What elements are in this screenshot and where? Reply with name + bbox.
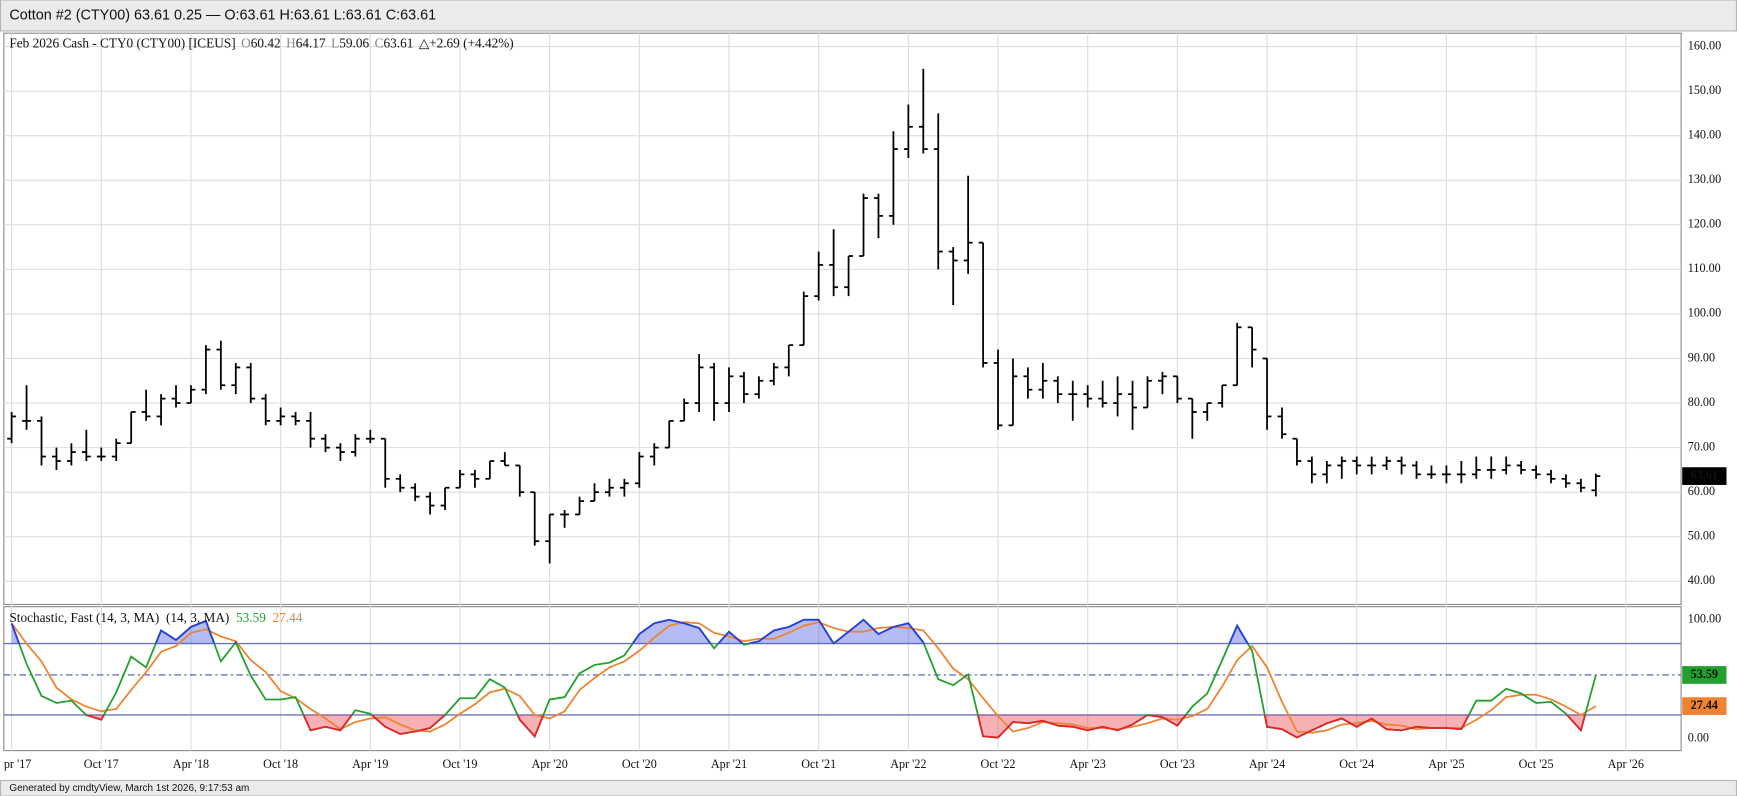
marks [7, 68, 1601, 739]
y-tick-label: 60.00 [1688, 484, 1715, 498]
legend-prefix: H [286, 35, 296, 50]
x-tick-label: Oct '18 [263, 757, 298, 771]
indicator-tick-label: 0.00 [1688, 731, 1709, 745]
stoch-k-value-box [1682, 666, 1727, 684]
stoch-legend: Stochastic, Fast (14, 3, MA) (14, 3, MA)… [9, 610, 302, 625]
price-legend: Feb 2026 Cash - CTY0 (CTY00) [ICEUS] O60.… [9, 35, 513, 50]
x-tick-label: Oct '19 [443, 757, 478, 771]
grid [3, 33, 1682, 751]
stoch-d-line [10, 621, 1597, 734]
x-tick-label: pr '17 [4, 757, 32, 771]
legend-prefix: O [241, 35, 251, 50]
footer-text: Generated by cmdtyView, March 1st 2026, … [9, 783, 249, 794]
y-tick-label: 150.00 [1688, 83, 1721, 97]
x-tick-label: Apr '21 [711, 757, 747, 771]
labels: pr '17 Oct '17 Apr '18 Oct '18 Apr '19 Oct '1… [4, 35, 1727, 771]
stoch-d-legend: 27.44 [273, 610, 303, 625]
x-tick-label: Apr '23 [1070, 757, 1106, 771]
x-tick-label: Oct '25 [1519, 757, 1554, 771]
last-price: 63.61 [1691, 468, 1718, 482]
stochastic-panel [3, 606, 1682, 752]
footer-bar [0, 779, 1737, 796]
legend-change: △+2.69 (+4.42%) [419, 35, 514, 50]
legend-prefix: C [375, 35, 384, 50]
y-tick-label: 160.00 [1688, 38, 1721, 52]
overbought-highlight [10, 618, 1249, 644]
x-tick-label: Apr '22 [890, 757, 926, 771]
stoch-k-legend: 53.59 [236, 610, 266, 625]
x-tick-label: Apr '26 [1608, 757, 1644, 771]
stoch-d-value-box [1682, 697, 1727, 715]
legend-value: 63.61 [384, 35, 414, 50]
stoch-k-value: 53.59 [1691, 667, 1718, 681]
x-tick-label: Apr '20 [532, 757, 568, 771]
y-tick-label: 80.00 [1688, 395, 1715, 409]
header-title: Cotton #2 (CTY00) 63.61 0.25 — O:63.61 H… [9, 7, 436, 23]
x-tick-label: Apr '19 [352, 757, 388, 771]
x-tick-label: Apr '24 [1249, 757, 1285, 771]
y-tick-label: 70.00 [1688, 439, 1715, 453]
stoch-title: Stochastic, Fast (14, 3, MA) (14, 3, MA) [9, 610, 229, 625]
x-tick-label: Apr '25 [1428, 757, 1464, 771]
stoch-d-value: 27.44 [1691, 698, 1718, 712]
y-tick-label: 110.00 [1688, 261, 1721, 275]
y-tick-label: 140.00 [1688, 127, 1721, 141]
x-tick-label: Oct '24 [1339, 757, 1374, 771]
y-tick-label: 90.00 [1688, 350, 1715, 364]
indicator-tick-label: 100.00 [1688, 612, 1721, 626]
legend-value: 64.17 [296, 35, 326, 50]
y-tick-label: 50.00 [1688, 529, 1715, 543]
y-tick-label: 100.00 [1688, 306, 1721, 320]
legend-prefix: L [331, 35, 339, 50]
legend-value: 60.42 [251, 35, 281, 50]
x-tick-label: Apr '18 [173, 757, 209, 771]
x-tick-label: Oct '20 [622, 757, 657, 771]
x-tick-label: Oct '21 [801, 757, 836, 771]
x-tick-label: Oct '17 [84, 757, 119, 771]
oversold-highlight [85, 714, 1586, 739]
y-tick-label: 120.00 [1688, 217, 1721, 231]
price-panel [3, 32, 1682, 606]
header-bar [0, 0, 1737, 32]
legend-value: 59.06 [339, 35, 369, 50]
x-tick-label: Oct '22 [981, 757, 1016, 771]
legend-name: Feb 2026 Cash - CTY0 (CTY00) [ICEUS] [9, 35, 235, 50]
x-tick-label: Oct '23 [1160, 757, 1195, 771]
y-tick-label: 40.00 [1688, 573, 1715, 587]
y-tick-label: 130.00 [1688, 172, 1721, 186]
last-price-box [1682, 467, 1727, 485]
